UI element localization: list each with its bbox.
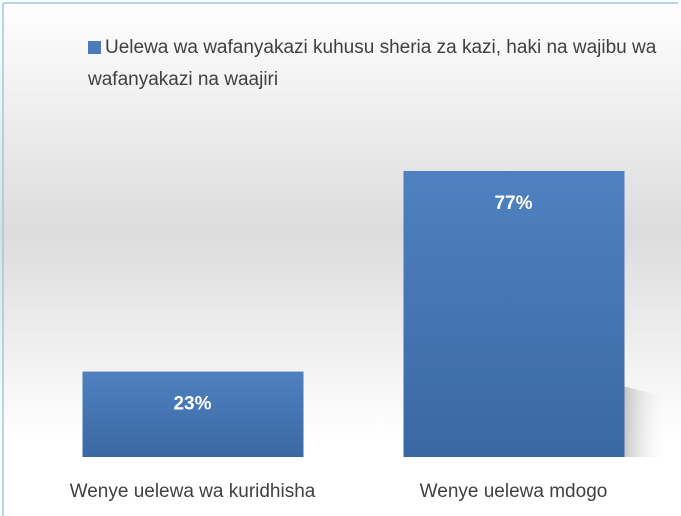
bar bbox=[403, 171, 625, 457]
x-tick-label: Wenye uelewa wa kuridhisha bbox=[70, 481, 316, 502]
bar-shadow bbox=[619, 385, 668, 457]
legend-label: Uelewa wa wafanyakazi kuhusu sheria za k… bbox=[88, 37, 657, 90]
data-label: 77% bbox=[494, 193, 532, 214]
data-label: 23% bbox=[173, 394, 211, 415]
bar bbox=[82, 371, 304, 457]
legend-swatch bbox=[88, 41, 101, 54]
x-tick-label: Wenye uelewa mdogo bbox=[420, 481, 608, 502]
legend: Uelewa wa wafanyakazi kuhusu sheria za k… bbox=[88, 32, 658, 96]
